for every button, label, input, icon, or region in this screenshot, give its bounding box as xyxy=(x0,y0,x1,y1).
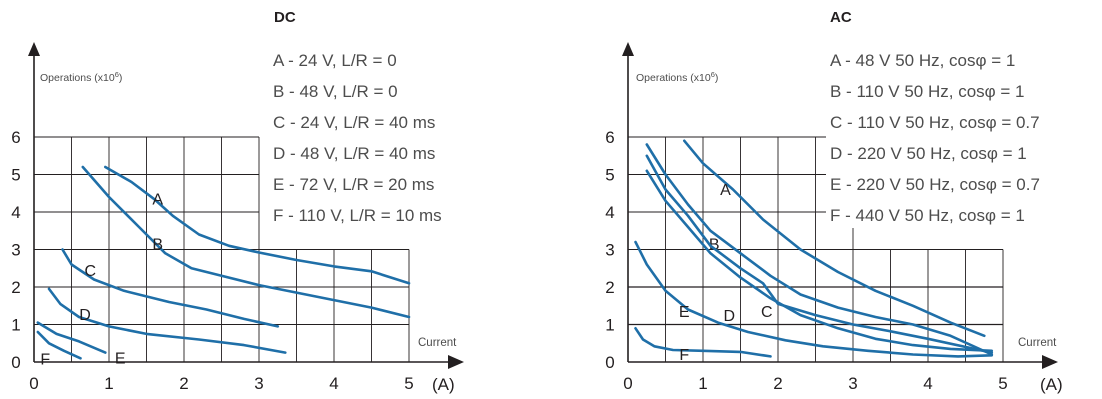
series-label-E: E xyxy=(679,304,690,321)
series-line-E xyxy=(36,321,107,354)
legend-entry: A - 48 V 50 Hz, cosφ = 1 xyxy=(830,51,1015,70)
series-line-D xyxy=(47,287,287,354)
legend-entry: E - 72 V, L/R = 20 ms xyxy=(273,175,434,194)
y-tick-label: 1 xyxy=(11,316,20,335)
series-label-F: F xyxy=(40,352,50,369)
y-tick-label: 6 xyxy=(11,128,20,147)
series-line-A xyxy=(683,139,986,338)
series-label-D: D xyxy=(723,308,735,325)
y-axis-label: Operations (x106) xyxy=(636,70,718,84)
series-label-C: C xyxy=(761,304,773,321)
legend-entry: D - 48 V, L/R = 40 ms xyxy=(273,144,435,163)
legend-entry: C - 24 V, L/R = 40 ms xyxy=(273,113,435,132)
legend-background xyxy=(826,48,1096,228)
y-axis-arrow xyxy=(622,42,634,56)
series-label-E: E xyxy=(115,351,126,368)
y-tick-label: 1 xyxy=(605,316,614,335)
y-axis-arrow xyxy=(28,42,40,56)
series-line-B xyxy=(645,143,994,356)
series-line-F xyxy=(36,330,82,360)
y-axis-label: Operations (x106) xyxy=(40,70,122,84)
y-tick-label: 3 xyxy=(11,241,20,260)
legend-entry: E - 220 V 50 Hz, cosφ = 0.7 xyxy=(830,175,1040,194)
x-tick-label: 5 xyxy=(998,374,1007,393)
x-axis-unit: (A) xyxy=(432,375,455,394)
x-tick-label: 2 xyxy=(179,374,188,393)
x-tick-label: 3 xyxy=(254,374,263,393)
series-line-C xyxy=(645,154,994,354)
legend-entry: F - 110 V, L/R = 10 ms xyxy=(273,206,442,225)
legend-entry: F - 440 V 50 Hz, cosφ = 1 xyxy=(830,206,1025,225)
x-tick-label: 1 xyxy=(104,374,113,393)
series-label-A: A xyxy=(720,182,731,199)
x-axis-unit: (A) xyxy=(1040,375,1063,394)
x-axis-arrow xyxy=(1042,355,1058,369)
series-label-A: A xyxy=(152,192,163,209)
legend-entry: A - 24 V, L/R = 0 xyxy=(273,51,397,70)
chart-title: AC xyxy=(830,9,852,26)
y-tick-label: 5 xyxy=(11,166,20,185)
x-axis-arrow xyxy=(448,355,464,369)
chart-title: DC xyxy=(274,9,296,26)
legend-entry: D - 220 V 50 Hz, cosφ = 1 xyxy=(830,144,1027,163)
series-line-A xyxy=(104,165,411,285)
y-tick-label: 4 xyxy=(11,203,20,222)
x-tick-label: 3 xyxy=(848,374,857,393)
x-axis-label: Current xyxy=(1018,337,1057,349)
series-line-C xyxy=(61,248,280,328)
y-tick-label: 5 xyxy=(605,166,614,185)
legend-background xyxy=(269,48,487,228)
y-tick-label: 4 xyxy=(605,203,614,222)
series-label-D: D xyxy=(79,307,91,324)
x-tick-label: 0 xyxy=(623,374,632,393)
x-axis-label: Current xyxy=(418,337,457,349)
x-tick-label: 5 xyxy=(404,374,413,393)
x-tick-label: 4 xyxy=(329,374,338,393)
y-tick-label: 3 xyxy=(605,241,614,260)
series-line-D xyxy=(645,169,994,353)
x-tick-label: 1 xyxy=(698,374,707,393)
series-label-B: B xyxy=(709,237,720,254)
series-label-F: F xyxy=(679,347,689,364)
x-tick-label: 2 xyxy=(773,374,782,393)
legend-entry: C - 110 V 50 Hz, cosφ = 0.7 xyxy=(830,113,1040,132)
series-line-E xyxy=(634,240,994,358)
x-tick-label: 4 xyxy=(923,374,932,393)
series-label-B: B xyxy=(152,237,163,254)
y-tick-label: 2 xyxy=(605,278,614,297)
y-tick-label: 0 xyxy=(605,353,614,372)
y-tick-label: 2 xyxy=(11,278,20,297)
series-line-B xyxy=(81,165,411,319)
legend-entry: B - 48 V, L/R = 0 xyxy=(273,82,398,101)
legend-entry: B - 110 V 50 Hz, cosφ = 1 xyxy=(830,82,1025,101)
y-tick-label: 6 xyxy=(605,128,614,147)
grid xyxy=(34,136,410,362)
series-line-F xyxy=(634,327,772,358)
x-tick-label: 0 xyxy=(29,374,38,393)
y-tick-label: 0 xyxy=(11,353,20,372)
series-label-C: C xyxy=(84,263,96,280)
